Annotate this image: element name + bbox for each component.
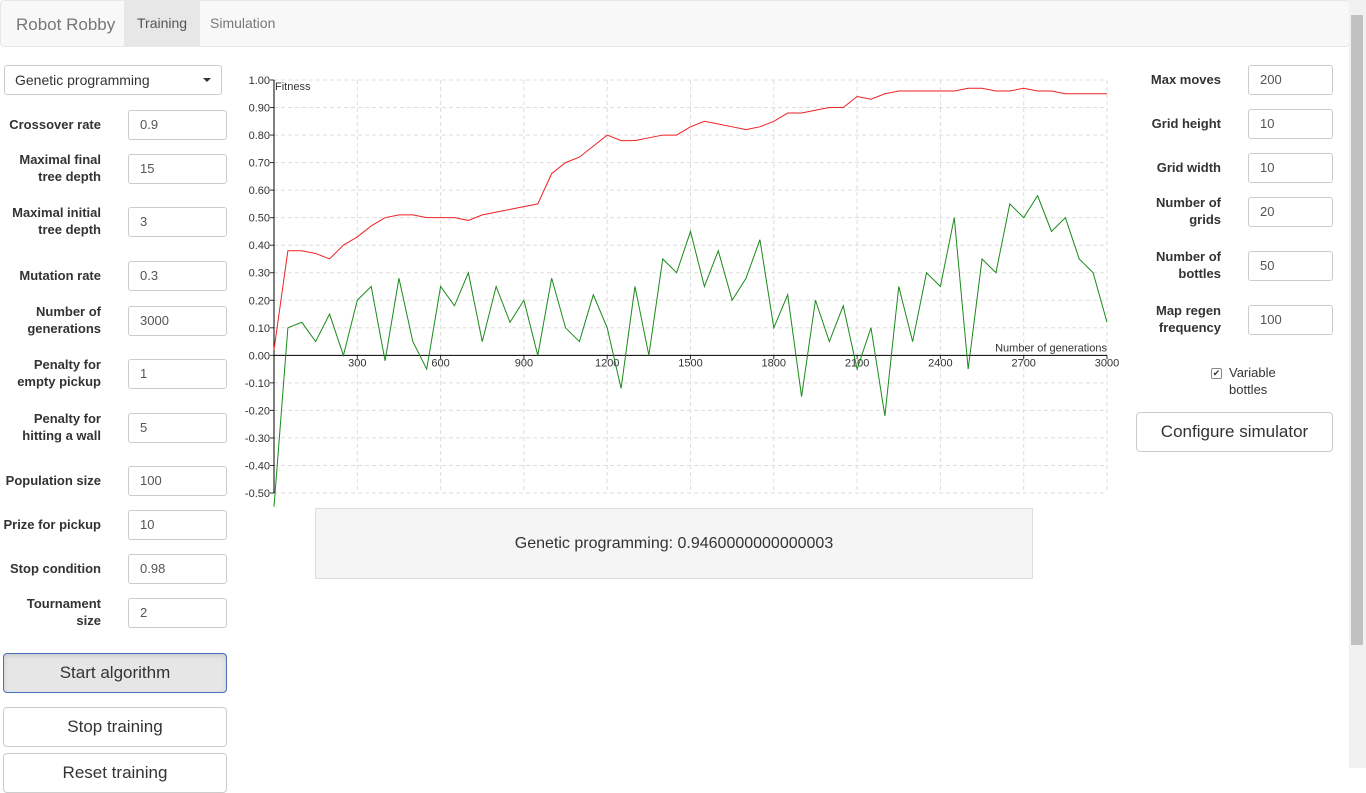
field-input[interactable]: 0.3: [128, 261, 227, 291]
field-label: Penalty for empty pickup: [17, 357, 101, 389]
field-label: Mutation rate: [19, 267, 101, 283]
y-tick-label: 0.40: [249, 240, 270, 252]
field-input[interactable]: 0.9: [128, 110, 227, 140]
field-label: Stop condition: [10, 560, 101, 576]
y-axis-label: Fitness: [275, 81, 311, 93]
field-input[interactable]: 10: [128, 510, 227, 540]
field-input[interactable]: 100: [1248, 305, 1333, 335]
field-input[interactable]: 200: [1248, 65, 1333, 95]
field-label: Grid height: [1151, 115, 1221, 131]
x-tick-label: 3000: [1095, 357, 1119, 369]
y-tick-label: 0.70: [249, 158, 270, 170]
y-tick-label: -0.50: [245, 488, 270, 500]
scroll-thumb[interactable]: [1351, 15, 1363, 645]
y-tick-label: 0.80: [249, 130, 270, 142]
tab[interactable]: Simulation: [210, 15, 276, 31]
button[interactable]: Stop training: [3, 707, 227, 747]
field-label: Penalty for hitting a wall: [22, 411, 101, 443]
field-input[interactable]: 3: [128, 207, 227, 237]
y-tick-label: 0.00: [249, 350, 270, 362]
brand[interactable]: Robot Robby: [16, 15, 116, 34]
y-tick-label: 0.10: [249, 323, 270, 335]
y-tick-label: -0.40: [245, 460, 270, 472]
field-label: Number of bottles: [1156, 249, 1221, 281]
field-label: Crossover rate: [9, 116, 101, 132]
field-label: Maximal initial tree depth: [12, 205, 101, 237]
field-input[interactable]: 1: [128, 359, 227, 389]
select-text: Genetic programming: [15, 72, 150, 88]
field-label: Number of grids: [1156, 195, 1221, 227]
field-input[interactable]: 0.98: [128, 554, 227, 584]
y-tick-label: -0.20: [245, 405, 270, 417]
x-tick-label: 1200: [595, 357, 619, 369]
field-input[interactable]: 5: [128, 413, 227, 443]
field-input[interactable]: 20: [1248, 197, 1333, 227]
tab[interactable]: Training: [124, 1, 201, 46]
field-label: Grid width: [1156, 159, 1221, 175]
series-line: [273, 194, 1108, 507]
field-label: Number of generations: [27, 304, 101, 336]
field-input[interactable]: 15: [128, 154, 227, 184]
field-label: Population size: [5, 472, 101, 488]
field-label: Map regen frequency: [1155, 303, 1221, 335]
y-tick-label: -0.10: [245, 378, 270, 390]
x-tick-label: 300: [348, 357, 366, 369]
x-tick-label: 900: [515, 357, 533, 369]
y-tick-label: 0.30: [249, 268, 270, 280]
caret: [203, 78, 211, 82]
button[interactable]: Configure simulator: [1136, 412, 1333, 452]
y-tick-label: -0.30: [245, 433, 270, 445]
checkbox-label[interactable]: Variable bottles: [1229, 365, 1276, 397]
field-label: Max moves: [1150, 71, 1221, 87]
x-tick-label: 1500: [678, 357, 702, 369]
chart: 1.00 0.90 0.80 0.70 0.60 0.50 0.40 0.30 0.20 0.10…: [245, 75, 1119, 507]
y-tick-label: 0.60: [249, 185, 270, 197]
checkbox[interactable]: ✔: [1211, 368, 1222, 379]
button[interactable]: Start algorithm: [3, 653, 227, 693]
series-line: [273, 87, 1107, 350]
field-input[interactable]: 2: [128, 598, 227, 628]
x-tick-label: 600: [431, 357, 449, 369]
field-input[interactable]: 10: [1248, 153, 1333, 183]
field-label: Tournament size: [26, 596, 101, 628]
y-tick-label: 1.00: [249, 75, 270, 87]
field-input[interactable]: 3000: [128, 306, 227, 336]
field-input[interactable]: 50: [1248, 251, 1333, 281]
x-tick-label: 2100: [845, 357, 869, 369]
algorithm-select[interactable]: Genetic programming: [4, 65, 222, 95]
scrollbar[interactable]: [1349, 0, 1366, 768]
x-tick-label: 2400: [928, 357, 952, 369]
x-tick-label: 1800: [762, 357, 786, 369]
field-input[interactable]: 10: [1248, 109, 1333, 139]
y-tick-label: 0.90: [249, 103, 270, 115]
field-input[interactable]: 100: [128, 466, 227, 496]
y-tick-label: 0.50: [249, 213, 270, 225]
navbar: Robot Robby Training Simulation: [0, 0, 1350, 47]
button[interactable]: Reset training: [3, 753, 227, 793]
y-tick-label: 0.20: [249, 295, 270, 307]
x-axis-label: Number of generations: [995, 342, 1107, 354]
result: Genetic programming: 0.9460000000000003: [315, 508, 1033, 579]
x-tick-label: 2700: [1011, 357, 1035, 369]
field-label: Maximal final tree depth: [19, 152, 101, 184]
field-label: Prize for pickup: [3, 516, 101, 532]
